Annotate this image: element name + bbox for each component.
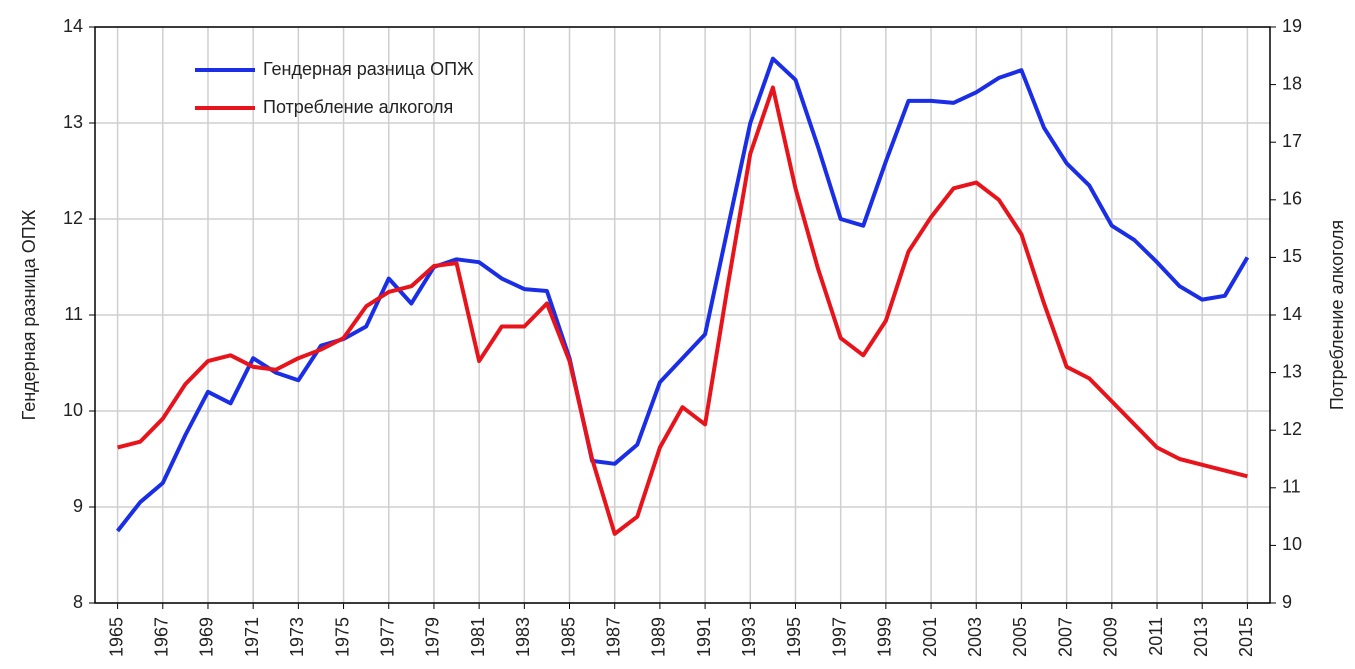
x-tick-label: 2015 [1236,617,1256,657]
y2-tick-label: 11 [1282,477,1301,497]
y-tick-label: 9 [73,496,83,516]
x-tick-label: 2005 [1010,617,1030,657]
x-tick-label: 1979 [423,617,443,657]
y2-tick-label: 9 [1282,592,1292,612]
x-tick-label: 1985 [558,617,578,657]
y-tick-label: 13 [63,112,83,132]
series-line [117,85,1248,536]
x-tick-label: 1999 [875,617,895,657]
y-tick-label: 8 [73,592,83,612]
y2-tick-label: 10 [1282,534,1302,554]
x-tick-label: 1967 [152,617,172,657]
x-tick-label: 1989 [649,617,669,657]
series-line [116,56,1250,533]
plot-border [94,26,1271,604]
y2-axis-label: Потребление алкоголя [1327,220,1347,410]
x-tick-label: 1991 [694,617,714,657]
x-tick-label: 1969 [197,617,217,657]
y2-tick-label: 12 [1282,419,1302,439]
legend-label: Гендерная разница ОПЖ [263,59,474,79]
x-tick-label: 1981 [468,617,488,657]
x-tick-label: 2011 [1146,617,1166,656]
y-tick-label: 11 [64,304,83,324]
x-tick-label: 1987 [603,617,623,657]
x-tick-label: 1971 [242,617,262,657]
x-tick-label: 2001 [920,617,940,657]
x-tick-label: 1973 [287,617,307,657]
y2-tick-label: 17 [1282,131,1302,151]
y2-tick-label: 18 [1282,73,1302,93]
x-tick-label: 2007 [1055,617,1075,657]
x-tick-label: 2013 [1191,617,1211,657]
y-tick-label: 14 [63,16,83,36]
x-tick-label: 2003 [965,617,985,657]
x-tick-label: 1983 [513,617,533,657]
x-tick-label: 1995 [784,617,804,657]
y2-tick-label: 13 [1282,361,1302,381]
legend-label: Потребление алкоголя [263,97,453,117]
x-tick-label: 2009 [1101,617,1121,657]
x-tick-label: 1997 [829,617,849,657]
y-tick-label: 12 [63,208,83,228]
y2-tick-label: 16 [1282,189,1302,209]
y2-tick-label: 19 [1282,16,1302,36]
y2-tick-label: 14 [1282,304,1302,324]
y-axis-label: Гендерная разница ОПЖ [19,209,39,420]
y-tick-label: 10 [63,400,83,420]
y2-tick-label: 15 [1282,246,1302,266]
x-tick-label: 1965 [106,617,126,657]
x-tick-label: 1975 [332,617,352,657]
x-tick-label: 1993 [739,617,759,657]
x-tick-label: 1977 [378,617,398,657]
